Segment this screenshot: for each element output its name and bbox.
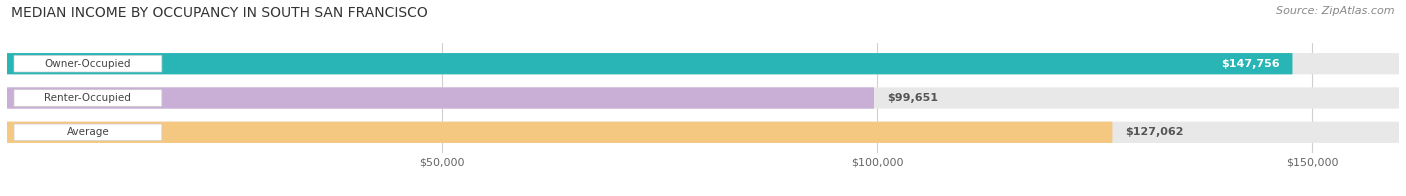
FancyBboxPatch shape [7, 122, 1112, 143]
Text: MEDIAN INCOME BY OCCUPANCY IN SOUTH SAN FRANCISCO: MEDIAN INCOME BY OCCUPANCY IN SOUTH SAN … [11, 6, 427, 20]
Text: Renter-Occupied: Renter-Occupied [45, 93, 131, 103]
FancyBboxPatch shape [7, 87, 875, 109]
Text: Average: Average [66, 127, 110, 137]
FancyBboxPatch shape [7, 122, 1399, 143]
Text: $147,756: $147,756 [1220, 59, 1279, 69]
Text: Owner-Occupied: Owner-Occupied [45, 59, 131, 69]
Text: $99,651: $99,651 [887, 93, 938, 103]
Text: $127,062: $127,062 [1125, 127, 1184, 137]
FancyBboxPatch shape [14, 55, 162, 72]
Text: Source: ZipAtlas.com: Source: ZipAtlas.com [1277, 6, 1395, 16]
FancyBboxPatch shape [7, 53, 1399, 74]
FancyBboxPatch shape [14, 90, 162, 106]
FancyBboxPatch shape [7, 53, 1292, 74]
FancyBboxPatch shape [7, 87, 1399, 109]
FancyBboxPatch shape [14, 124, 162, 141]
